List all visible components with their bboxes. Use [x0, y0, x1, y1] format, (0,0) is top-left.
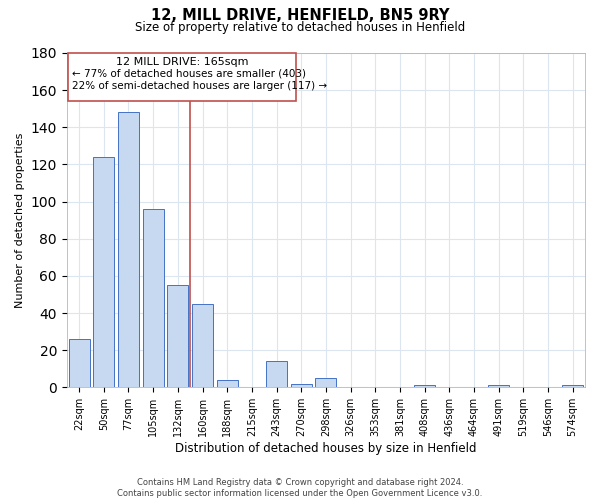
Text: ← 77% of detached houses are smaller (403): ← 77% of detached houses are smaller (40… [72, 69, 306, 79]
Text: 22% of semi-detached houses are larger (117) →: 22% of semi-detached houses are larger (… [72, 81, 327, 91]
Text: 12, MILL DRIVE, HENFIELD, BN5 9RY: 12, MILL DRIVE, HENFIELD, BN5 9RY [151, 8, 449, 22]
X-axis label: Distribution of detached houses by size in Henfield: Distribution of detached houses by size … [175, 442, 476, 455]
Bar [167, 285, 188, 388]
Bar [217, 380, 238, 388]
Bar [192, 304, 213, 388]
Bar [68, 339, 89, 388]
Text: Size of property relative to detached houses in Henfield: Size of property relative to detached ho… [135, 21, 465, 34]
Y-axis label: Number of detached properties: Number of detached properties [15, 132, 25, 308]
Bar [143, 209, 164, 388]
Bar [118, 112, 139, 388]
FancyBboxPatch shape [68, 53, 296, 102]
Text: Contains HM Land Registry data © Crown copyright and database right 2024.
Contai: Contains HM Land Registry data © Crown c… [118, 478, 482, 498]
Bar [94, 157, 114, 388]
Bar [316, 378, 337, 388]
Text: 12 MILL DRIVE: 165sqm: 12 MILL DRIVE: 165sqm [116, 56, 248, 66]
Bar [291, 384, 311, 388]
Bar [562, 386, 583, 388]
Bar [488, 386, 509, 388]
Bar [266, 362, 287, 388]
Bar [414, 386, 435, 388]
